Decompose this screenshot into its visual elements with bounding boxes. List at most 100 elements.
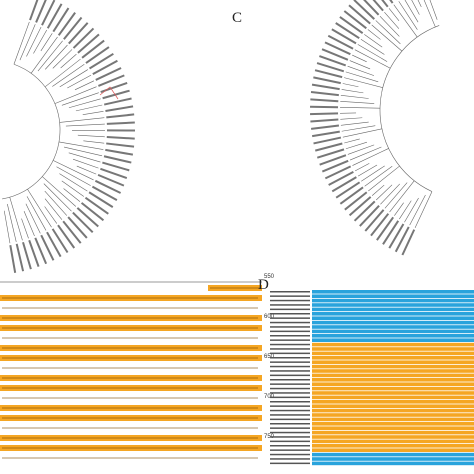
branch [393, 4, 418, 38]
row-label [270, 299, 310, 302]
branch [68, 98, 101, 109]
branch [399, 200, 412, 220]
branch [21, 218, 29, 239]
branch [67, 74, 92, 89]
branch [52, 63, 85, 87]
branch [44, 198, 63, 220]
leaf-label [72, 27, 95, 49]
branch [9, 197, 23, 241]
row-label [270, 321, 310, 324]
leaf-label [92, 59, 118, 76]
sequence-text [2, 417, 258, 419]
row-label [270, 326, 310, 328]
sequence-row [312, 347, 474, 351]
leaf-label [327, 34, 354, 50]
sequence-row [312, 430, 474, 435]
row-label [270, 379, 310, 381]
leaf-label [80, 202, 105, 222]
leaf-label [343, 10, 367, 30]
highlight [99, 86, 119, 100]
branch [23, 211, 35, 237]
leaf-label [35, 0, 49, 23]
branch [417, 0, 422, 8]
leaf-label [34, 237, 48, 265]
row-label [270, 361, 310, 363]
leaf-label [348, 196, 372, 217]
row-label [270, 339, 310, 341]
branch [342, 128, 383, 138]
leaf-label [331, 176, 357, 193]
arc [2, 63, 61, 200]
row-label [270, 462, 310, 465]
leaf-label [335, 181, 361, 199]
branch [404, 197, 419, 223]
leaf-label [76, 207, 99, 228]
branch [59, 117, 105, 123]
panel-label: D [258, 277, 269, 293]
branch [409, 194, 426, 226]
sequence-row [312, 369, 474, 373]
sequence-row [312, 426, 474, 430]
branch [357, 44, 388, 62]
sequence-row [312, 452, 474, 457]
leaf-label [321, 159, 349, 173]
leaf-label [95, 67, 122, 81]
leaf-label [313, 136, 342, 145]
branch [360, 39, 385, 55]
branch [429, 0, 438, 20]
row-label [270, 440, 310, 443]
branch [44, 58, 81, 88]
leaf-label [88, 191, 114, 208]
leaf-label [376, 216, 394, 241]
branch [82, 110, 104, 116]
branch [3, 210, 11, 244]
leaf-label [353, 0, 375, 20]
sequence-text [2, 397, 258, 399]
leaf-label [28, 239, 40, 267]
leaf-label [106, 142, 135, 148]
leaf-label [328, 170, 354, 186]
branch [371, 184, 385, 196]
leaf-label [319, 154, 347, 166]
row-label [270, 458, 310, 460]
branch [58, 141, 104, 150]
sequence-row [312, 294, 474, 298]
sequence-row [312, 435, 474, 439]
sequence-row [312, 329, 474, 334]
branch [83, 140, 105, 144]
leaf-label [310, 112, 339, 116]
leaf-label [62, 220, 82, 244]
position-number: 750 [264, 434, 275, 440]
row-label [270, 409, 310, 412]
sequence-text [2, 327, 258, 329]
sequence-row [312, 373, 474, 378]
leaf-label [353, 200, 376, 222]
sequence-row [312, 303, 474, 307]
row-label [270, 348, 310, 350]
leaf-label [388, 223, 405, 249]
branch [355, 163, 370, 172]
row-label [270, 352, 310, 355]
branch [77, 134, 105, 138]
branch [367, 29, 381, 40]
sequence-row [312, 461, 474, 466]
branch [394, 202, 404, 216]
branch [368, 165, 400, 192]
leaf-label [313, 76, 341, 85]
row-label [270, 374, 310, 377]
leaf-label [41, 0, 56, 26]
phylogenetic-trees [2, 0, 440, 273]
sequence-row [312, 338, 474, 342]
row-label [270, 405, 310, 407]
branch [384, 11, 400, 29]
leaf-label [72, 211, 94, 234]
branch [340, 107, 381, 109]
leaf-label [81, 39, 105, 59]
sequence-alignment-left: 550 600 650 700 750 [0, 274, 275, 461]
branch [30, 36, 58, 74]
leaf-label [359, 205, 380, 227]
sequence-row [312, 307, 474, 312]
branch [43, 183, 72, 212]
leaf-label [97, 173, 125, 187]
leaf-label [324, 165, 352, 180]
